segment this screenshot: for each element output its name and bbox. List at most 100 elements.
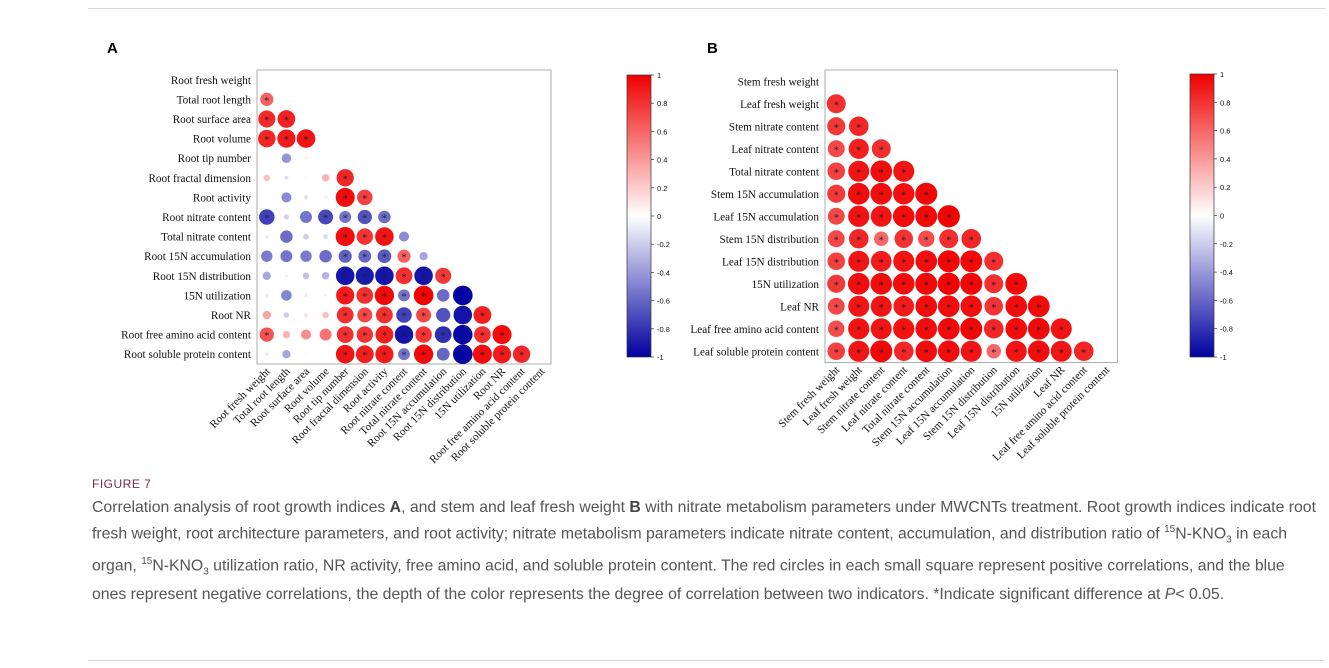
correlation-circle	[282, 350, 291, 359]
correlation-circle	[322, 311, 329, 319]
correlation-circle	[284, 175, 289, 180]
correlation-circle	[303, 312, 309, 318]
row-label: Stem 15N accumulation	[711, 189, 820, 201]
correlation-circle	[436, 307, 451, 323]
significance-mark: *	[362, 214, 367, 225]
correlation-circle	[1050, 318, 1072, 340]
row-label: Root NR	[211, 310, 252, 322]
correlation-circle	[893, 183, 915, 205]
row-label: Total nitrate content	[729, 166, 820, 178]
significance-mark: *	[901, 168, 906, 179]
significance-mark: *	[284, 135, 289, 146]
significance-mark: *	[834, 303, 839, 314]
significance-mark: *	[382, 331, 387, 342]
colorbar-tick-label: 1	[1220, 70, 1224, 79]
significance-mark: *	[901, 280, 906, 291]
colorbar-tick-label: -1	[1220, 353, 1227, 362]
correlation-circle	[300, 329, 312, 340]
significance-mark: *	[1059, 325, 1064, 336]
correlation-circle	[357, 209, 372, 225]
significance-mark: *	[362, 351, 367, 362]
significance-mark: *	[1059, 348, 1064, 359]
correlation-circle	[324, 157, 327, 160]
correlation-circle	[937, 250, 960, 273]
correlation-circle	[302, 272, 310, 280]
significance-mark: *	[856, 235, 861, 246]
significance-mark: *	[946, 235, 951, 246]
correlation-circle	[870, 340, 893, 363]
significance-mark: *	[879, 235, 884, 246]
significance-mark: *	[969, 280, 974, 291]
significance-mark: *	[969, 303, 974, 314]
correlation-circle	[827, 117, 846, 136]
correlation-circle	[473, 306, 492, 324]
significance-mark: *	[834, 235, 839, 246]
panel-label: A	[107, 40, 118, 57]
significance-mark: *	[924, 303, 929, 314]
correlation-circle	[1050, 340, 1072, 362]
correlation-circle	[893, 250, 915, 272]
row-label: Stem fresh weight	[738, 76, 820, 88]
significance-mark: *	[991, 325, 996, 336]
colorbar-tick-label: 0.2	[657, 184, 667, 193]
top-divider	[88, 8, 1325, 9]
significance-mark: *	[382, 272, 387, 283]
row-label: Root nitrate content	[162, 212, 252, 224]
correlation-circle	[280, 250, 293, 263]
correlation-circle	[335, 266, 355, 286]
correlation-circle	[324, 293, 328, 297]
significance-mark: *	[343, 272, 348, 283]
correlation-circle	[356, 228, 374, 245]
significance-mark: *	[421, 272, 426, 283]
significance-mark: *	[362, 292, 367, 303]
correlation-circle	[258, 110, 276, 128]
significance-mark: *	[480, 351, 485, 362]
significance-mark: *	[402, 351, 407, 362]
colorbar	[1189, 73, 1215, 358]
significance-mark: *	[856, 123, 861, 134]
correlation-circle	[915, 340, 938, 363]
correlation-circle	[357, 189, 373, 206]
correlation-circle	[281, 290, 292, 301]
significance-mark: *	[264, 116, 269, 127]
significance-mark: *	[402, 272, 407, 283]
significance-mark: *	[924, 280, 929, 291]
correlation-circle	[871, 139, 891, 159]
correlation-circle	[284, 274, 289, 278]
correlation-circle	[398, 231, 410, 242]
bottom-divider	[88, 660, 1325, 661]
matrix-frame	[824, 69, 1118, 363]
correlation-circle	[260, 92, 274, 106]
significance-mark: *	[879, 168, 884, 179]
correlation-circle	[984, 296, 1004, 316]
significance-mark: *	[879, 145, 884, 156]
correlation-circle	[870, 295, 892, 317]
correlation-circle	[259, 209, 275, 225]
colorbar-tick-label: -0.6	[1220, 296, 1233, 305]
correlation-circle	[258, 129, 276, 148]
correlation-circle	[870, 205, 892, 227]
correlation-circle	[300, 250, 312, 262]
significance-mark: *	[500, 351, 505, 362]
row-label: Leaf fresh weight	[740, 99, 820, 111]
significance-mark: *	[991, 303, 996, 314]
correlation-circle	[304, 293, 308, 298]
significance-mark: *	[834, 325, 839, 336]
correlation-circle	[937, 317, 960, 340]
significance-mark: *	[304, 135, 309, 146]
correlation-circle	[827, 162, 846, 181]
significance-mark: *	[421, 331, 426, 342]
row-label: Root activity	[193, 192, 252, 204]
correlation-circle	[893, 318, 915, 340]
correlation-circle	[324, 353, 327, 356]
correlation-circle	[378, 210, 391, 224]
colorbar-tick-label: 0.6	[1220, 127, 1230, 136]
colorbar-tick-label: -0.4	[1220, 268, 1233, 277]
correlation-circle	[453, 324, 473, 345]
correlation-circle	[848, 228, 869, 249]
significance-mark: *	[946, 348, 951, 359]
correlation-circle	[436, 289, 450, 302]
significance-mark: *	[901, 348, 906, 359]
